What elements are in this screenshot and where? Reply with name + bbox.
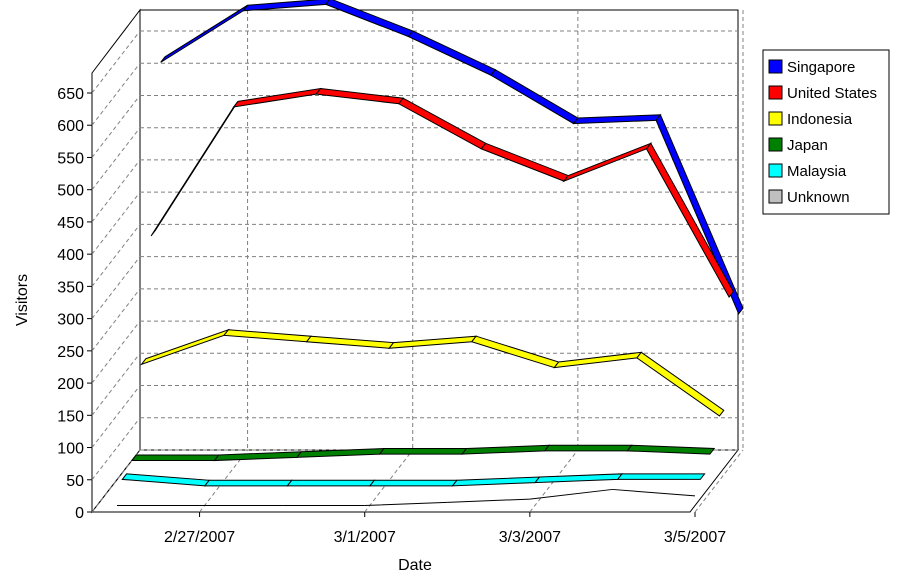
y-tick-label: 200 [57,376,84,393]
y-tick-label: 350 [57,279,84,296]
grid-line-side [91,191,141,255]
legend: Singapore United States Indonesia Japan Mala… [762,49,890,215]
legend-swatch [768,163,783,178]
ribbon-segment [368,479,458,487]
grid-line-side [91,159,141,223]
y-axis-label: Visitors [14,274,31,326]
legend-swatch [768,85,783,100]
back-wall [139,9,739,451]
series-united-states [150,87,734,299]
legend-label: Malaysia [787,163,847,180]
grid-line-side [91,256,141,319]
series-singapore [160,0,744,315]
ribbon-segment [203,479,293,487]
grid-line-floor [364,449,414,513]
x-tick-label: 3/3/2007 [499,529,561,546]
legend-label: Indonesia [787,111,853,128]
y-tick-label: 600 [57,118,84,135]
legend-label: United States [787,85,877,102]
grid-line-side [91,62,141,126]
x-axis-ticks: 2/27/2007 3/1/2007 3/3/2007 3/5/2007 [164,512,726,546]
ribbon-segment [378,448,468,455]
y-tick-label: 50 [66,473,84,490]
y-tick-label: 250 [57,344,84,361]
grid-line-side [91,95,141,158]
y-tick-label: 300 [57,312,84,329]
grid-line-side [91,417,141,481]
series-japan [130,444,716,462]
legend-label: Unknown [787,189,850,206]
x-tick-label: 2/27/2007 [164,529,235,546]
x-axis-label: Date [398,557,432,574]
grid-line-side [91,353,141,416]
legend-box [762,49,890,215]
grid-line-side [91,224,141,287]
grid-line-side [91,288,141,352]
ribbon-segment [543,444,633,452]
ribbon-segment [626,444,716,455]
grid-line-side [91,385,141,448]
y-tick-label: 0 [75,505,84,522]
x-tick-label: 3/1/2007 [334,529,396,546]
y-tick-label: 100 [57,441,84,458]
y-tick-label: 550 [57,150,84,167]
series-indonesia [140,328,725,417]
grid-line-side [91,30,141,94]
ribbon-segment [616,473,706,480]
chart-walls [90,8,740,514]
ribbon-segment [636,351,725,417]
series-ribbons [117,0,744,507]
grid-line-floor [199,449,248,513]
legend-swatch [768,59,783,74]
ribbon-segment [612,488,696,497]
series-malaysia [121,473,706,487]
legend-swatch [768,189,783,204]
grid-line-side [91,320,141,384]
ribbon-segment [286,479,376,487]
series-unknown [117,488,696,507]
legend-label: Japan [787,137,828,154]
ribbon-segment [130,454,220,462]
legend-swatch [768,137,783,152]
y-axis-ticks: 0 50 100 150 200 250 300 350 400 450 500 550 600 650 [57,86,92,522]
y-tick-label: 500 [57,183,84,200]
ribbon-segment [655,113,744,315]
grid-line-floor [529,449,579,513]
legend-swatch [768,111,783,126]
y-tick-label: 150 [57,408,84,425]
grid-line-side [91,127,141,190]
grid-line-floor [694,449,744,513]
y-tick-label: 450 [57,215,84,232]
ribbon-segment [645,142,734,299]
legend-label: Singapore [787,59,855,76]
y-tick-label: 400 [57,247,84,264]
y-tick-label: 650 [57,86,84,103]
ribbon-segment [242,0,330,12]
grid-lines [91,10,744,513]
x-tick-label: 3/5/2007 [664,529,726,546]
side-wall [91,8,141,514]
